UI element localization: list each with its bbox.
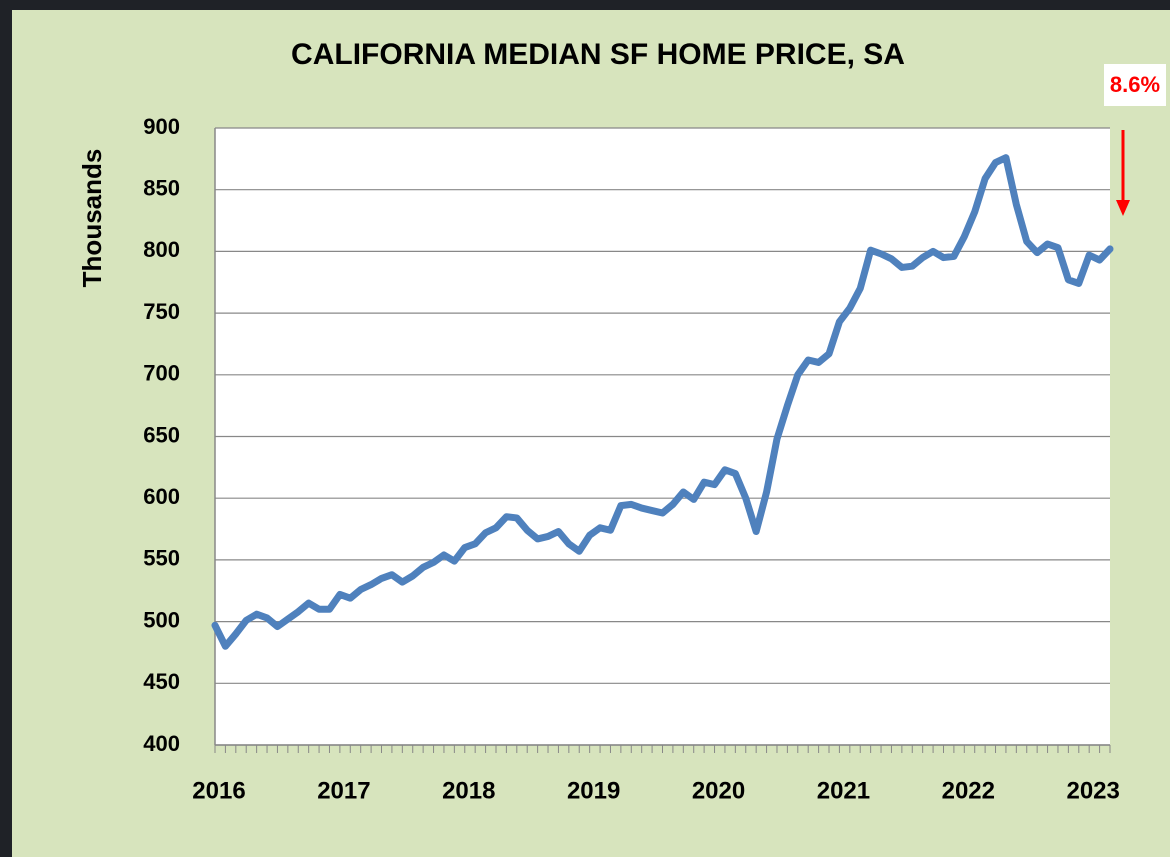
annotation: 8.6% — [1110, 72, 1160, 97]
series-line — [211, 154, 1114, 650]
y-tick-label: 750 — [143, 299, 180, 324]
y-axis-label: Thousands — [77, 149, 107, 288]
y-tick-label: 600 — [143, 484, 180, 509]
x-tick-label: 2018 — [442, 777, 495, 804]
y-tick-label: 550 — [143, 546, 180, 571]
x-tick-label: 2019 — [567, 777, 620, 804]
y-tick-label: 700 — [143, 361, 180, 386]
x-tick-label: 2017 — [317, 777, 370, 804]
y-tick-label: 650 — [143, 422, 180, 447]
x-tick-label: 2023 — [1066, 777, 1119, 804]
x-tick-label: 2016 — [192, 777, 245, 804]
annotation-arrowhead — [1116, 200, 1130, 216]
y-tick-label: 800 — [143, 237, 180, 262]
y-tick-label: 850 — [143, 176, 180, 201]
y-tick-label: 400 — [143, 731, 180, 756]
x-tick-label: 2021 — [817, 777, 870, 804]
y-tick-label: 500 — [143, 607, 180, 632]
chart-title: CALIFORNIA MEDIAN SF HOME PRICE, SA — [291, 38, 905, 71]
annotation-box — [1104, 64, 1166, 106]
y-tick-label: 900 — [143, 114, 180, 139]
y-tick-label: 450 — [143, 669, 180, 694]
x-tick-label: 2020 — [692, 777, 745, 804]
x-tick-label: 2022 — [942, 777, 995, 804]
